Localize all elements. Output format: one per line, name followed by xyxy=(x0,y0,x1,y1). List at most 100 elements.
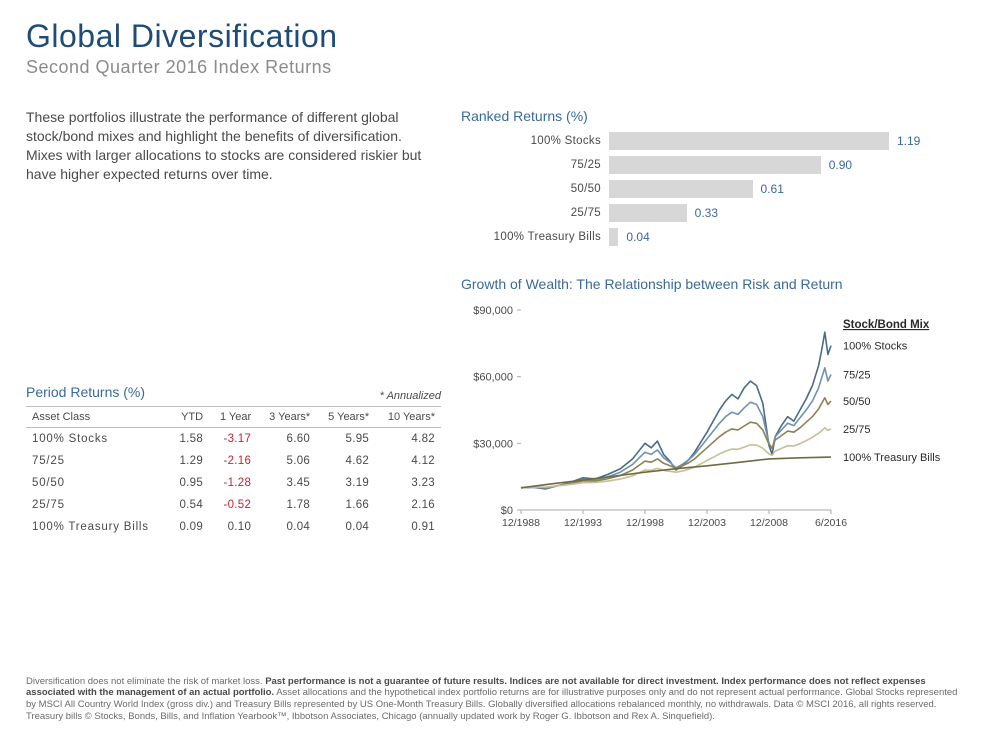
ranked-track: 0.61 xyxy=(609,180,889,198)
table-cell: -2.16 xyxy=(209,450,257,472)
ranked-track: 1.19 xyxy=(609,132,920,150)
series-label: 75/25 xyxy=(843,369,871,381)
table-row: 100% Stocks1.58-3.176.605.954.82 xyxy=(26,427,441,450)
ranked-returns-chart: 100% Stocks 1.19 75/25 0.90 50/50 0.61 25/75 0.… xyxy=(461,130,961,248)
table-cell: 4.82 xyxy=(375,427,441,450)
table-row: 25/750.54-0.521.781.662.16 xyxy=(26,494,441,516)
right-column: Ranked Returns (%) 100% Stocks 1.19 75/25 0… xyxy=(461,108,961,550)
ranked-row: 100% Treasury Bills 0.04 xyxy=(461,226,961,248)
table-cell: 0.54 xyxy=(169,494,209,516)
annualized-note: * Annualized xyxy=(380,390,441,402)
table-row: 75/251.29-2.165.064.624.12 xyxy=(26,450,441,472)
ranked-value: 0.90 xyxy=(829,158,852,172)
table-cell: 100% Stocks xyxy=(26,427,169,450)
table-row: 50/500.95-1.283.453.193.23 xyxy=(26,472,441,494)
table-header-cell: YTD xyxy=(169,406,209,427)
table-header-cell: 5 Years* xyxy=(316,406,375,427)
y-tick-label: $0 xyxy=(501,505,513,517)
ranked-label: 25/75 xyxy=(461,207,609,219)
ranked-track: 0.04 xyxy=(609,228,889,246)
table-cell: 2.16 xyxy=(375,494,441,516)
y-tick-label: $60,000 xyxy=(473,372,513,384)
table-cell: 4.12 xyxy=(375,450,441,472)
ranked-value: 0.61 xyxy=(761,182,784,196)
table-cell: 3.19 xyxy=(316,472,375,494)
table-cell: 5.06 xyxy=(257,450,316,472)
ranked-bar xyxy=(609,180,753,198)
table-cell: 3.23 xyxy=(375,472,441,494)
table-cell: -3.17 xyxy=(209,427,257,450)
table-cell: 1.58 xyxy=(169,427,209,450)
ranked-bar xyxy=(609,132,889,150)
series-label: 25/75 xyxy=(843,424,871,436)
chart-series xyxy=(521,398,831,488)
ranked-label: 100% Treasury Bills xyxy=(461,231,609,243)
table-header-cell: 10 Years* xyxy=(375,406,441,427)
table-cell: 75/25 xyxy=(26,450,169,472)
table-cell: 0.10 xyxy=(209,516,257,538)
intro-paragraph: These portfolios illustrate the performa… xyxy=(26,108,441,184)
ranked-row: 25/75 0.33 xyxy=(461,202,961,224)
table-header-cell: Asset Class xyxy=(26,406,169,427)
table-header-cell: 1 Year xyxy=(209,406,257,427)
ranked-label: 50/50 xyxy=(461,183,609,195)
x-tick-label: 12/2008 xyxy=(750,517,788,529)
table-row: 100% Treasury Bills0.090.100.040.040.91 xyxy=(26,516,441,538)
table-cell: -0.52 xyxy=(209,494,257,516)
x-tick-label: 6/2016 xyxy=(815,517,847,529)
ranked-label: 100% Stocks xyxy=(461,135,609,147)
table-cell: 1.66 xyxy=(316,494,375,516)
table-cell: 3.45 xyxy=(257,472,316,494)
table-cell: 4.62 xyxy=(316,450,375,472)
table-cell: -1.28 xyxy=(209,472,257,494)
ranked-value: 1.19 xyxy=(897,134,920,148)
series-label: 100% Stocks xyxy=(843,341,908,353)
footnote-text: Diversification does not eliminate the r… xyxy=(26,676,265,687)
table-cell: 1.78 xyxy=(257,494,316,516)
ranked-bar xyxy=(609,204,687,222)
table-cell: 0.04 xyxy=(316,516,375,538)
legend-title: Stock/Bond Mix xyxy=(843,319,930,331)
table-header-row: Asset ClassYTD1 Year3 Years*5 Years*10 Y… xyxy=(26,406,441,427)
table-cell: 0.04 xyxy=(257,516,316,538)
chart-series xyxy=(521,332,831,489)
y-tick-label: $30,000 xyxy=(473,438,513,450)
table-cell: 100% Treasury Bills xyxy=(26,516,169,538)
content-columns: These portfolios illustrate the performa… xyxy=(26,108,961,550)
growth-heading: Growth of Wealth: The Relationship betwe… xyxy=(461,276,961,292)
ranked-bar xyxy=(609,156,821,174)
ranked-row: 100% Stocks 1.19 xyxy=(461,130,961,152)
series-label: 100% Treasury Bills xyxy=(843,452,941,464)
y-tick-label: $90,000 xyxy=(473,305,513,317)
page-subtitle: Second Quarter 2016 Index Returns xyxy=(26,57,961,78)
period-returns-table: * Annualized Asset ClassYTD1 Year3 Years… xyxy=(26,406,441,538)
ranked-track: 0.33 xyxy=(609,204,889,222)
x-tick-label: 12/2003 xyxy=(688,517,726,529)
ranked-value: 0.04 xyxy=(626,230,649,244)
x-tick-label: 12/1988 xyxy=(502,517,540,529)
x-tick-label: 12/1993 xyxy=(564,517,602,529)
footnote: Diversification does not eliminate the r… xyxy=(26,676,961,724)
table-cell: 1.29 xyxy=(169,450,209,472)
ranked-value: 0.33 xyxy=(695,206,718,220)
table-cell: 6.60 xyxy=(257,427,316,450)
page-title: Global Diversification xyxy=(26,18,961,55)
series-label: 50/50 xyxy=(843,396,871,408)
ranked-label: 75/25 xyxy=(461,159,609,171)
table-cell: 0.91 xyxy=(375,516,441,538)
ranked-track: 0.90 xyxy=(609,156,889,174)
x-tick-label: 12/1998 xyxy=(626,517,664,529)
ranked-bar xyxy=(609,228,618,246)
table-cell: 0.09 xyxy=(169,516,209,538)
growth-chart: $0 $30,000 $60,000 $90,000 12/1988 12/1993 12/… xyxy=(461,300,961,550)
table-cell: 5.95 xyxy=(316,427,375,450)
table-cell: 25/75 xyxy=(26,494,169,516)
table-cell: 50/50 xyxy=(26,472,169,494)
table-header-cell: 3 Years* xyxy=(257,406,316,427)
ranked-row: 75/25 0.90 xyxy=(461,154,961,176)
ranked-returns-heading: Ranked Returns (%) xyxy=(461,108,961,124)
page: Global Diversification Second Quarter 20… xyxy=(0,0,987,735)
left-column: These portfolios illustrate the performa… xyxy=(26,108,461,550)
table-cell: 0.95 xyxy=(169,472,209,494)
ranked-row: 50/50 0.61 xyxy=(461,178,961,200)
